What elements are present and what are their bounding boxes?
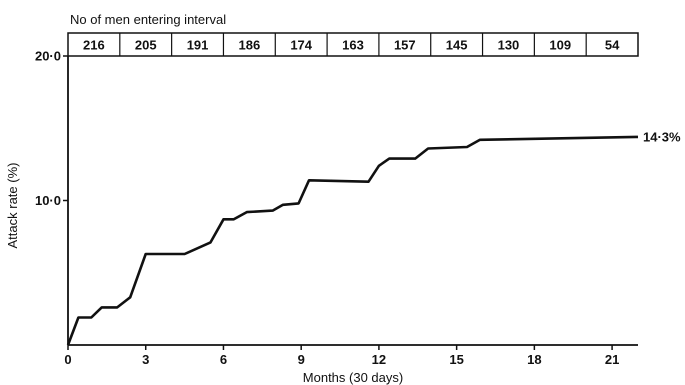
interval-count: 157 [394, 38, 416, 53]
ticks: 0 3 6 9 12 15 18 21 10·0 20·0 [35, 49, 619, 368]
x-axis-title: Months (30 days) [303, 370, 403, 385]
interval-table: 216 205 191 186 174 163 157 145 130 109 54 [67, 32, 639, 57]
interval-count: 191 [187, 38, 209, 53]
end-value-label: 14·3% [643, 129, 681, 144]
x-tick-label: 15 [449, 352, 463, 367]
x-tick-label: 21 [605, 352, 619, 367]
interval-count: 145 [446, 38, 468, 53]
x-tick-label: 3 [142, 352, 149, 367]
interval-count: 163 [342, 38, 364, 53]
y-axis-title: Attack rate (%) [5, 163, 20, 249]
interval-count: 205 [135, 38, 157, 53]
x-tick-label: 6 [220, 352, 227, 367]
interval-table-header: No of men entering interval [70, 12, 226, 27]
interval-count: 130 [498, 38, 520, 53]
x-tick-label: 9 [298, 352, 305, 367]
series-layer [66, 135, 639, 346]
axes [67, 56, 638, 346]
interval-count: 174 [290, 38, 312, 53]
attack-rate-line [66, 135, 639, 346]
x-tick-label: 18 [527, 352, 541, 367]
interval-count: 186 [239, 38, 261, 53]
interval-table-border [67, 32, 639, 57]
x-tick-label: 12 [372, 352, 386, 367]
interval-count: 109 [549, 38, 571, 53]
y-tick-label: 10·0 [35, 193, 61, 208]
x-tick-label: 0 [64, 352, 71, 367]
interval-count: 216 [83, 38, 105, 53]
y-tick-label: 20·0 [35, 49, 61, 64]
interval-count: 54 [605, 38, 620, 53]
